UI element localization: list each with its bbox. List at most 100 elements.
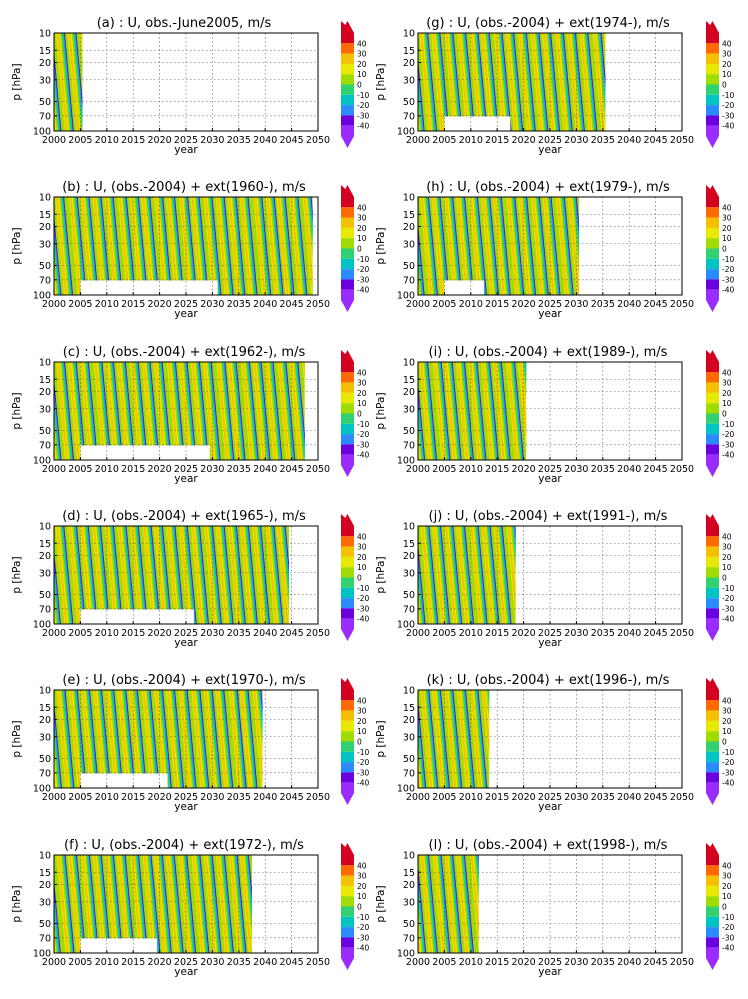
- wind-regime: [470, 690, 482, 788]
- wind-regime: [278, 362, 290, 460]
- x-tick-label: 2005: [68, 792, 92, 803]
- wind-regime: [101, 690, 111, 788]
- wind-regime: [303, 526, 314, 624]
- colorbar-tick-label: -20: [722, 758, 734, 767]
- wind-regime: [76, 526, 86, 624]
- colorbar-tick-label: 30: [722, 707, 732, 716]
- x-tick-label: 2040: [253, 957, 277, 968]
- wind-regime: [137, 362, 148, 460]
- colorbar-swatch: [341, 125, 354, 136]
- x-tick-label: 2010: [95, 299, 119, 310]
- wind-regime: [173, 855, 184, 953]
- y-axis-label: p [hPa]: [375, 392, 387, 429]
- colorbar-swatch: [706, 362, 719, 373]
- wind-regime: [253, 855, 266, 953]
- colorbar-top-arrow: [341, 678, 354, 690]
- x-tick-label: 2050: [670, 464, 694, 475]
- wind-regime: [587, 33, 598, 131]
- panel-c: (c) : U, (obs.-2004) + ext(1962-), m/s 20…: [11, 345, 369, 485]
- colorbar-swatch: [706, 567, 719, 578]
- colorbar-swatch: [341, 782, 354, 793]
- wind-regime: [501, 855, 512, 953]
- wind-regime: [518, 526, 531, 624]
- x-tick-label: 2050: [306, 299, 330, 310]
- grid-lines: [53, 689, 319, 789]
- y-axis-label: p [hPa]: [375, 556, 387, 593]
- colorbar-top-arrow: [341, 350, 354, 362]
- colorbar-bottom-arrow: [341, 465, 354, 477]
- x-tick-label: 2035: [227, 464, 251, 475]
- x-tick-label: 2050: [670, 135, 694, 146]
- colorbar-tick-label: 20: [357, 224, 367, 233]
- x-tick-label: 2020: [148, 464, 172, 475]
- wind-regime: [501, 690, 511, 788]
- wind-regime: [308, 197, 313, 295]
- colorbar-tick-label: -10: [357, 748, 369, 757]
- colorbar-swatch: [341, 53, 354, 64]
- heatmap-fill: [418, 526, 531, 624]
- colorbar-tick-label: 40: [357, 532, 367, 541]
- wind-regime: [464, 362, 474, 460]
- y-tick-label: 70: [403, 440, 415, 451]
- y-tick-label: 30: [403, 568, 415, 579]
- panel-b: (b) : U, (obs.-2004) + ext(1960-), m/s 20…: [11, 180, 369, 320]
- wind-regime: [56, 362, 68, 460]
- colorbar-swatch: [341, 454, 354, 465]
- colorbar-bottom-arrow: [706, 793, 719, 805]
- x-tick-label: 2035: [591, 957, 615, 968]
- wind-regime: [531, 362, 542, 460]
- wind-regime: [191, 526, 203, 624]
- x-tick-label: 2035: [227, 628, 251, 639]
- colorbar-swatch: [341, 207, 354, 218]
- wind-regime: [161, 362, 172, 460]
- colorbar-tick-label: 30: [722, 214, 732, 223]
- wind-regime: [124, 362, 135, 460]
- x-tick-label: 2000: [406, 135, 430, 146]
- colorbar-swatch: [341, 94, 354, 106]
- x-tick-label: 2030: [200, 792, 224, 803]
- colorbar-tick-label: 20: [357, 553, 367, 562]
- x-tick-label: 2025: [174, 792, 198, 803]
- colorbar-swatch: [706, 700, 719, 711]
- wind-regime: [457, 690, 469, 788]
- wind-regime: [265, 362, 277, 460]
- x-tick-label: 2010: [95, 957, 119, 968]
- colorbar-tick-label: -40: [722, 286, 734, 295]
- panel-title: (d) : U, (obs.-2004) + ext(1965-), m/s: [62, 509, 306, 524]
- wind-regime: [297, 526, 307, 624]
- wind-regime: [452, 33, 463, 131]
- y-tick-label: 10: [39, 358, 51, 369]
- wind-regime: [428, 526, 439, 624]
- wind-regime: [456, 855, 468, 953]
- wind-regime: [563, 197, 574, 295]
- colorbar-tick-label: 40: [357, 368, 367, 377]
- wind-regime: [88, 33, 98, 131]
- wind-regime: [488, 33, 499, 131]
- wind-regime: [514, 197, 525, 295]
- wind-regime: [587, 197, 598, 295]
- wind-regime: [198, 197, 209, 295]
- wind-regime: [174, 690, 184, 788]
- x-tick-label: 2020: [148, 299, 172, 310]
- colorbar-tick-label: -30: [722, 111, 734, 120]
- y-tick-label: 70: [403, 768, 415, 779]
- y-tick-label: 15: [403, 868, 415, 879]
- wind-regime: [166, 690, 178, 788]
- wind-regime: [420, 362, 432, 460]
- colorbar-swatch: [706, 217, 719, 228]
- wind-regime: [54, 526, 61, 624]
- wind-regime: [129, 690, 141, 788]
- x-tick-label: 2040: [253, 628, 277, 639]
- colorbar-tick-label: -10: [357, 420, 369, 429]
- y-tick-label: 15: [39, 539, 51, 550]
- colorbar-tick-label: 0: [357, 738, 362, 747]
- wind-regime: [278, 690, 289, 788]
- wind-regime: [257, 690, 263, 788]
- wind-regime: [186, 690, 197, 788]
- wind-regime: [440, 855, 451, 953]
- colorbar-tick-label: -30: [357, 768, 369, 777]
- colorbar-swatch: [706, 762, 719, 773]
- wind-regime: [63, 526, 74, 624]
